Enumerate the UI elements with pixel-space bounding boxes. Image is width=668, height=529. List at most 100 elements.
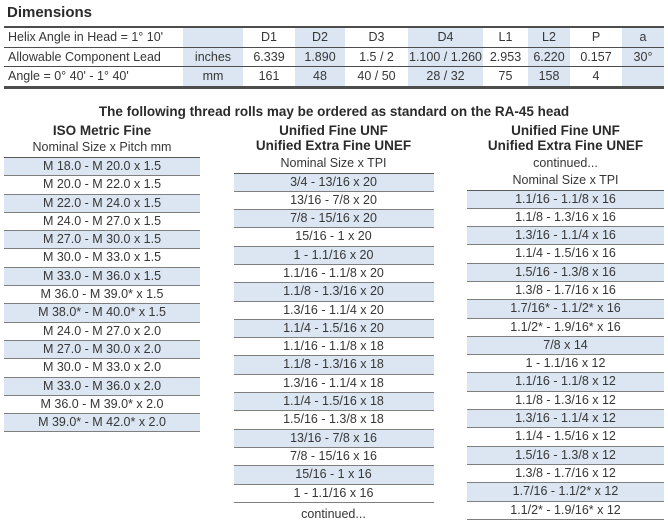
list-item: 1.7/16* - 1.1/2* x 16 — [467, 300, 664, 319]
unit-cell: mm — [202, 69, 224, 84]
list-item: M 27.0 - M 30.0 x 1.5 — [4, 231, 200, 250]
row-label: Allowable Component Lead — [4, 47, 183, 67]
list-item: M 22.0 - M 24.0 x 1.5 — [4, 194, 200, 213]
unified-fine-list-2: 1.1/16 - 1.1/8 x 16 1.1/8 - 1.3/16 x 16 1.… — [467, 189, 664, 520]
list-item: 1.1/16 - 1.1/8 x 12 — [467, 373, 664, 392]
dim-cell: 6.339 — [243, 47, 295, 67]
dimensions-table: Helix Angle in Head = 1° 10' D1 D2 D3 D4… — [4, 26, 664, 89]
list-item: M 36.0 - M 39.0* x 1.5 — [4, 286, 200, 305]
list-item: 1 - 1.1/16 x 12 — [467, 355, 664, 374]
column-header-l2: L2 — [528, 27, 570, 48]
dim-cell: 1.5 / 2 — [345, 47, 408, 67]
list-item: 13/16 - 7/8 x 16 — [233, 429, 434, 448]
thread-roll-columns: ISO Metric Fine Nominal Size x Pitch mm … — [4, 123, 664, 521]
list-item: 1.5/16 - 1.3/8 x 12 — [467, 446, 664, 465]
column-subtitle: Nominal Size x TPI — [512, 172, 619, 187]
list-item: M 18.0 - M 20.0 x 1.5 — [4, 158, 200, 177]
column-header-d4: D4 — [408, 27, 483, 48]
continued-note: continued... — [533, 155, 598, 170]
list-item: 1.1/4 - 1.5/16 x 20 — [233, 319, 434, 339]
list-item: 1.1/8 - 1.3/16 x 20 — [233, 283, 434, 302]
dim-cell: 1.100 / 1.260 — [408, 47, 483, 67]
dim-cell: 28 / 32 — [426, 69, 465, 84]
dim-cell: 75 — [498, 69, 513, 84]
column-subtitle: Nominal Size x Pitch mm — [32, 140, 172, 154]
unified-fine-column-1: Unified Fine UNF Unified Extra Fine UNEF… — [233, 122, 434, 521]
list-item: 1.1/8 - 1.3/16 x 16 — [467, 209, 664, 228]
dim-cell: 48 — [313, 69, 327, 84]
dim-cell: 1.890 — [295, 47, 345, 67]
list-item: 1.1/2* - 1.9/16* x 16 — [467, 319, 664, 337]
continued-note: continued... — [301, 506, 366, 521]
list-item: 13/16 - 7/8 x 20 — [233, 192, 434, 211]
list-item: 1.5/16 - 1.3/8 x 18 — [233, 411, 434, 430]
dim-cell: 6.220 — [528, 47, 570, 67]
list-item: 1.1/2* - 1.9/16* x 12 — [467, 502, 664, 520]
column-title: Unified Fine UNF Unified Extra Fine UNEF — [487, 122, 644, 154]
dim-cell: 4 — [592, 69, 600, 84]
column-header-d2: D2 — [295, 27, 345, 48]
list-item: 1.1/16 - 1.1/8 x 20 — [233, 265, 434, 284]
list-item: M 39.0* - M 42.0* x 2.0 — [4, 414, 200, 433]
table-row: Helix Angle in Head = 1° 10' D1 D2 D3 D4… — [4, 27, 664, 48]
list-item: M 33.0 - M 36.0 x 1.5 — [4, 267, 200, 287]
list-item: M 24.0 - M 27.0 x 1.5 — [4, 213, 200, 232]
list-item: M 36.0 - M 39.0* x 2.0 — [4, 396, 200, 415]
dim-cell: 30° — [622, 47, 664, 67]
dim-cell: 158 — [538, 69, 560, 84]
column-title: Unified Fine UNF Unified Extra Fine UNEF — [255, 122, 412, 154]
list-item: 1.1/4 - 1.5/16 x 12 — [467, 428, 664, 447]
list-item: 7/8 - 15/16 x 16 — [233, 448, 434, 467]
column-header-p: P — [570, 27, 622, 48]
list-item: 1.3/16 - 1.1/4 x 16 — [467, 227, 664, 246]
list-item: 1.3/8 - 1.7/16 x 16 — [467, 282, 664, 301]
list-item: 1 - 1.1/16 x 16 — [233, 485, 434, 503]
unit-cell — [183, 27, 243, 48]
list-item: M 33.0 - M 36.0 x 2.0 — [4, 377, 200, 396]
list-item: 7/8 x 14 — [467, 336, 664, 356]
column-header-d3: D3 — [345, 27, 408, 48]
list-item: 1.1/16 - 1.1/8 x 18 — [233, 338, 434, 357]
unified-fine-column-2: Unified Fine UNF Unified Extra Fine UNEF… — [467, 123, 664, 521]
list-item: 1.7/16 - 1.1/2* x 12 — [467, 483, 664, 502]
dim-cell: 2.953 — [483, 47, 528, 67]
list-item: 1.1/8 - 1.3/16 x 12 — [467, 392, 664, 411]
row-label: Angle = 0° 40' - 1° 40' — [8, 69, 129, 84]
list-item: M 27.0 - M 30.0 x 2.0 — [4, 340, 200, 360]
list-item: 1.1/4 - 1.5/16 x 16 — [467, 245, 664, 264]
dim-cell: 40 / 50 — [357, 69, 396, 84]
list-item: M 30.0 - M 33.0 x 2.0 — [4, 359, 200, 378]
list-item: 1 - 1.1/16 x 20 — [233, 246, 434, 265]
unified-fine-list-1: 3/4 - 13/16 x 20 13/16 - 7/8 x 20 7/8 - 15… — [233, 172, 434, 503]
list-item: 1.1/16 - 1.1/8 x 16 — [467, 190, 664, 209]
list-item: 1.3/16 - 1.1/4 x 20 — [233, 302, 434, 320]
list-item: 7/8 - 15/16 x 20 — [233, 210, 434, 229]
iso-metric-fine-column: ISO Metric Fine Nominal Size x Pitch mm … — [4, 123, 200, 521]
iso-metric-fine-list: M 18.0 - M 20.0 x 1.5 M 20.0 - M 22.0 x 1… — [4, 157, 200, 433]
column-header-a: a — [622, 27, 664, 48]
list-item: 15/16 - 1 x 16 — [233, 466, 434, 485]
list-item: M 24.0 - M 27.0 x 2.0 — [4, 323, 200, 341]
section-heading: The following thread rolls may be ordere… — [98, 103, 570, 119]
unit-cell: inches — [183, 47, 243, 67]
list-item: 1.3/16 - 1.1/4 x 18 — [233, 375, 434, 394]
list-item: 1.3/16 - 1.1/4 x 12 — [467, 410, 664, 429]
page-title: Dimensions — [7, 4, 93, 21]
list-item: 1.1/8 - 1.3/16 x 18 — [233, 356, 434, 375]
list-item: 1.1/4 - 1.5/16 x 18 — [233, 393, 434, 412]
list-item: M 38.0* - M 40.0* x 1.5 — [4, 304, 200, 323]
list-item: 1.3/8 - 1.7/16 x 12 — [467, 465, 664, 484]
dim-cell: 0.157 — [570, 47, 622, 67]
table-row: Allowable Component Lead inches 6.339 1.… — [4, 47, 664, 67]
dim-cell — [622, 67, 664, 88]
list-item: M 30.0 - M 33.0 x 1.5 — [4, 249, 200, 268]
table-row: Angle = 0° 40' - 1° 40' mm 161 48 40 / 5… — [4, 67, 664, 88]
dim-cell: 161 — [258, 69, 280, 84]
column-title: ISO Metric Fine — [52, 122, 152, 138]
column-header-d1: D1 — [243, 27, 295, 48]
column-header-l1: L1 — [483, 27, 528, 48]
list-item: 3/4 - 13/16 x 20 — [233, 173, 434, 192]
list-item: 1.5/16 - 1.3/8 x 16 — [467, 263, 664, 282]
list-item: 15/16 - 1 x 20 — [233, 228, 434, 247]
